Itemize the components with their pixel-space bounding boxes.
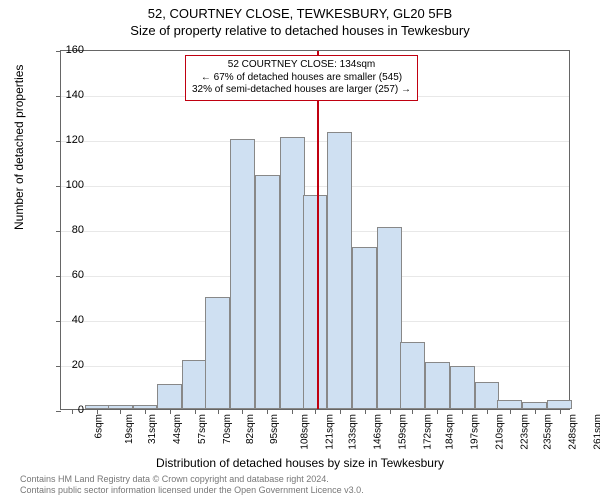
x-tick-label: 235sqm [542, 414, 553, 450]
title-address: 52, COURTNEY CLOSE, TEWKESBURY, GL20 5FB [0, 0, 600, 21]
x-tick-label: 108sqm [300, 414, 311, 450]
histogram-bar [205, 297, 230, 410]
y-tick-label: 160 [54, 44, 84, 56]
chart-container: 52, COURTNEY CLOSE, TEWKESBURY, GL20 5FB… [0, 0, 600, 500]
histogram-bar [255, 175, 280, 409]
histogram-bar [547, 400, 572, 409]
histogram-bar [230, 139, 255, 409]
x-axis-label: Distribution of detached houses by size … [0, 456, 600, 470]
x-tick-mark [170, 409, 171, 414]
x-tick-label: 82sqm [245, 414, 256, 444]
histogram-bar [475, 382, 500, 409]
y-tick-label: 20 [54, 359, 84, 371]
info-line-3: 32% of semi-detached houses are larger (… [192, 84, 411, 97]
histogram-bar [497, 400, 522, 409]
x-tick-mark [195, 409, 196, 414]
x-tick-label: 95sqm [269, 414, 280, 444]
x-tick-label: 197sqm [470, 414, 481, 450]
y-tick-label: 140 [54, 89, 84, 101]
grid-line [61, 186, 569, 187]
x-tick-mark [510, 409, 511, 414]
x-tick-mark [412, 409, 413, 414]
x-tick-label: 261sqm [592, 414, 600, 450]
footer-line-2: Contains public sector information licen… [20, 485, 364, 496]
x-tick-mark [292, 409, 293, 414]
y-tick-label: 60 [54, 269, 84, 281]
x-tick-mark [487, 409, 488, 414]
chart-area: 52 COURTNEY CLOSE: 134sqm ← 67% of detac… [60, 50, 570, 410]
info-box: 52 COURTNEY CLOSE: 134sqm ← 67% of detac… [185, 55, 418, 101]
info-line-2: ← 67% of detached houses are smaller (54… [192, 72, 411, 85]
x-tick-label: 44sqm [172, 414, 183, 444]
x-tick-label: 172sqm [422, 414, 433, 450]
x-tick-label: 248sqm [567, 414, 578, 450]
x-tick-label: 159sqm [397, 414, 408, 450]
x-tick-label: 210sqm [495, 414, 506, 450]
x-tick-mark [340, 409, 341, 414]
x-tick-label: 57sqm [197, 414, 208, 444]
histogram-bar [157, 384, 182, 409]
x-tick-label: 133sqm [348, 414, 359, 450]
x-tick-mark [535, 409, 536, 414]
y-tick-label: 120 [54, 134, 84, 146]
x-tick-mark [365, 409, 366, 414]
histogram-bar [352, 247, 377, 409]
y-axis-label: Number of detached properties [12, 65, 26, 230]
x-tick-mark [120, 409, 121, 414]
y-tick-label: 80 [54, 224, 84, 236]
histogram-bar [280, 137, 305, 409]
plot-region [60, 50, 570, 410]
x-tick-label: 6sqm [94, 414, 105, 438]
histogram-bar [450, 366, 475, 409]
y-tick-label: 100 [54, 179, 84, 191]
x-tick-mark [315, 409, 316, 414]
histogram-bar [377, 227, 402, 409]
x-tick-mark [390, 409, 391, 414]
x-tick-mark [145, 409, 146, 414]
y-tick-label: 40 [54, 314, 84, 326]
x-tick-mark [560, 409, 561, 414]
x-tick-mark [437, 409, 438, 414]
x-tick-label: 121sqm [325, 414, 336, 450]
histogram-bar [182, 360, 207, 410]
x-tick-label: 19sqm [124, 414, 135, 444]
x-tick-label: 70sqm [222, 414, 233, 444]
y-tick-label: 0 [54, 404, 84, 416]
footer-attribution: Contains HM Land Registry data © Crown c… [20, 474, 364, 496]
histogram-bar [400, 342, 425, 410]
x-tick-label: 184sqm [445, 414, 456, 450]
title-description: Size of property relative to detached ho… [0, 21, 600, 38]
histogram-bar [327, 132, 352, 409]
histogram-bar [522, 402, 547, 409]
info-line-1: 52 COURTNEY CLOSE: 134sqm [192, 59, 411, 72]
x-tick-mark [242, 409, 243, 414]
x-tick-label: 146sqm [372, 414, 383, 450]
grid-line [61, 141, 569, 142]
histogram-bar [425, 362, 450, 409]
x-tick-mark [218, 409, 219, 414]
histogram-bar [303, 195, 328, 409]
x-tick-mark [462, 409, 463, 414]
x-tick-label: 31sqm [147, 414, 158, 444]
footer-line-1: Contains HM Land Registry data © Crown c… [20, 474, 364, 485]
marker-line [317, 51, 319, 409]
x-tick-label: 223sqm [520, 414, 531, 450]
